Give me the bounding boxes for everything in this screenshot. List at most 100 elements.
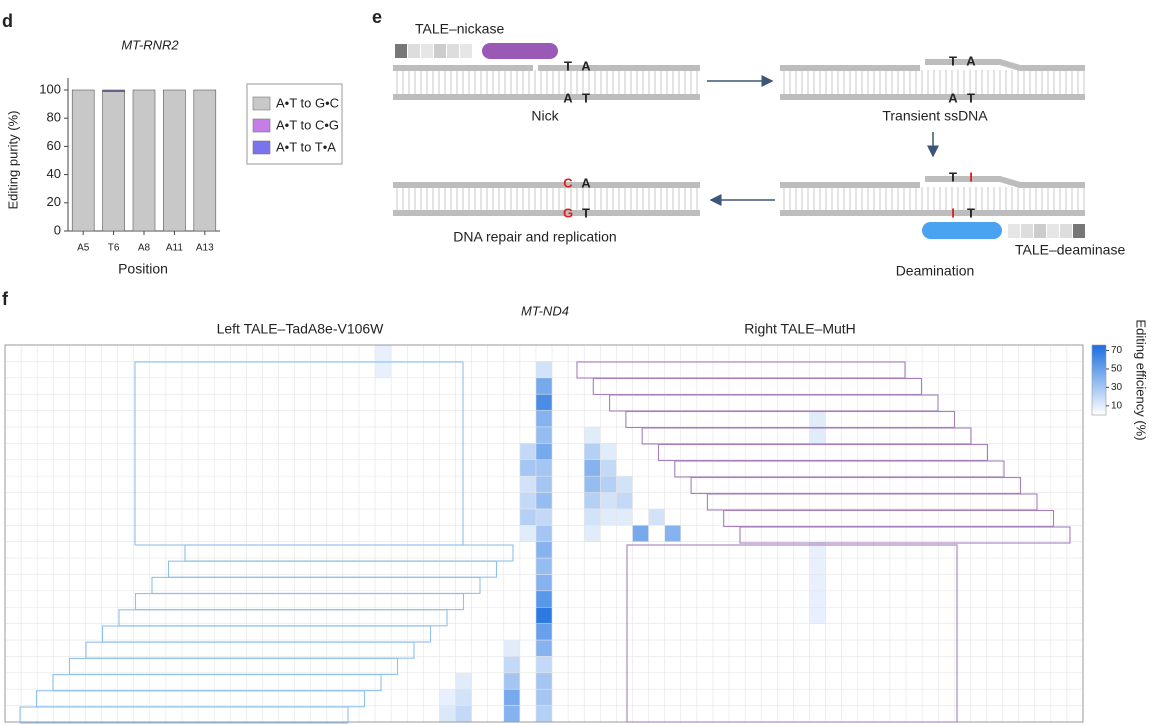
y-axis-label: Editing purity (%) bbox=[5, 111, 20, 210]
bar-segment bbox=[163, 89, 186, 232]
heat-cell bbox=[535, 590, 553, 608]
base-letter: C bbox=[563, 175, 573, 190]
right-label: Right TALE–MutH bbox=[744, 321, 856, 337]
legend-swatch bbox=[252, 118, 271, 133]
heat-cell bbox=[535, 394, 553, 411]
deaminase bbox=[922, 222, 1002, 239]
heat-cell bbox=[535, 607, 553, 624]
heat-cell bbox=[535, 459, 553, 477]
bar-segment bbox=[71, 89, 95, 232]
tale-box bbox=[739, 526, 1071, 544]
tale-repeat bbox=[434, 44, 446, 58]
heat-cell bbox=[809, 590, 826, 608]
legend-label: A•T to C•G bbox=[276, 117, 339, 132]
heat-cell bbox=[809, 541, 826, 559]
tale-repeat bbox=[1060, 224, 1072, 238]
frame bbox=[4, 344, 1084, 723]
heat-cell bbox=[535, 558, 553, 575]
y-tick-label: 40 bbox=[47, 166, 61, 181]
heat-cell bbox=[375, 345, 392, 362]
heat-cell bbox=[648, 508, 665, 526]
heat-cell bbox=[600, 459, 617, 477]
legend-label: A•T to T•A bbox=[276, 139, 336, 154]
heat-cell bbox=[519, 508, 536, 526]
dna-strand bbox=[393, 65, 533, 71]
dna-strand bbox=[780, 65, 920, 71]
chart-title: MT-RNR2 bbox=[121, 37, 179, 52]
heat-cell bbox=[535, 705, 553, 722]
step-caption: DNA repair and replication bbox=[453, 229, 616, 245]
base-letter: A bbox=[563, 90, 573, 105]
base-letter: I bbox=[969, 169, 973, 184]
heat-cell bbox=[616, 476, 633, 493]
heat-cell bbox=[535, 689, 553, 706]
tale-box bbox=[134, 361, 464, 546]
heat-cell bbox=[664, 525, 681, 542]
tale-box bbox=[68, 657, 399, 675]
dna-strand bbox=[780, 182, 920, 188]
tale-box bbox=[576, 361, 906, 379]
heat-cell bbox=[535, 410, 553, 427]
bar-segment bbox=[102, 89, 125, 92]
base-letter: T bbox=[582, 90, 590, 105]
heat-cell bbox=[535, 640, 553, 657]
tale-repeat bbox=[1021, 224, 1033, 238]
dna-strand bbox=[780, 94, 1085, 100]
heat-cell bbox=[632, 525, 649, 542]
colorbar-label: Editing efficiency (%) bbox=[1134, 319, 1149, 440]
dna-strand bbox=[393, 182, 700, 188]
step-caption: Deamination bbox=[896, 263, 975, 279]
heat-cell bbox=[809, 574, 826, 591]
heat-cell bbox=[519, 443, 536, 460]
x-axis-label: Position bbox=[118, 261, 168, 277]
legend-label: A•T to G•C bbox=[276, 95, 339, 110]
base-letter: A bbox=[581, 175, 591, 190]
base-letter: A bbox=[581, 58, 591, 73]
base-letter: T bbox=[967, 90, 975, 105]
colorbar-tick-label: 30 bbox=[1111, 382, 1123, 393]
x-tick-label: A13 bbox=[196, 243, 214, 254]
dna-strand bbox=[925, 59, 1085, 71]
dna-strand bbox=[393, 210, 700, 216]
base-letter: T bbox=[582, 205, 590, 220]
arrows bbox=[707, 75, 939, 206]
tale-repeat bbox=[395, 44, 407, 58]
heat-cell bbox=[809, 410, 826, 427]
legend-swatch bbox=[252, 96, 271, 111]
nickase-label: TALE–nickase bbox=[415, 21, 504, 37]
tale-box bbox=[52, 674, 382, 692]
heat-cell bbox=[503, 689, 520, 706]
heat-cell bbox=[519, 525, 536, 542]
tale-box bbox=[184, 544, 514, 562]
tale-repeat bbox=[408, 44, 420, 58]
heat-cell bbox=[519, 459, 536, 477]
y-tick-label: 0 bbox=[54, 222, 61, 237]
heat-cell bbox=[600, 476, 617, 493]
tale-box bbox=[167, 560, 498, 578]
x-tick-label: T6 bbox=[108, 243, 120, 254]
heat-cell bbox=[584, 459, 601, 477]
legend-swatch bbox=[252, 140, 271, 155]
tale-box bbox=[690, 476, 1022, 495]
heat-cell bbox=[439, 689, 456, 706]
colorbar-tick-label: 50 bbox=[1111, 364, 1123, 375]
heat-cell bbox=[584, 476, 601, 493]
y-tick-label: 60 bbox=[47, 138, 61, 153]
tale-box bbox=[706, 493, 1038, 511]
heat-cell bbox=[616, 492, 633, 509]
base-letter: T bbox=[967, 205, 975, 220]
heat-cell bbox=[503, 672, 520, 690]
bar-segment bbox=[132, 89, 156, 232]
panel-label: d bbox=[2, 11, 13, 31]
tale-repeat bbox=[447, 44, 459, 58]
heat-cell bbox=[535, 492, 553, 509]
heat-cell bbox=[616, 508, 633, 526]
tale-repeat bbox=[1073, 224, 1085, 238]
base-letter: A bbox=[948, 90, 958, 105]
step-caption: Transient ssDNA bbox=[882, 108, 988, 124]
dna-strand bbox=[393, 94, 700, 100]
tale-box bbox=[723, 509, 1055, 528]
heat-cell bbox=[600, 492, 617, 509]
heat-cell bbox=[535, 361, 553, 378]
